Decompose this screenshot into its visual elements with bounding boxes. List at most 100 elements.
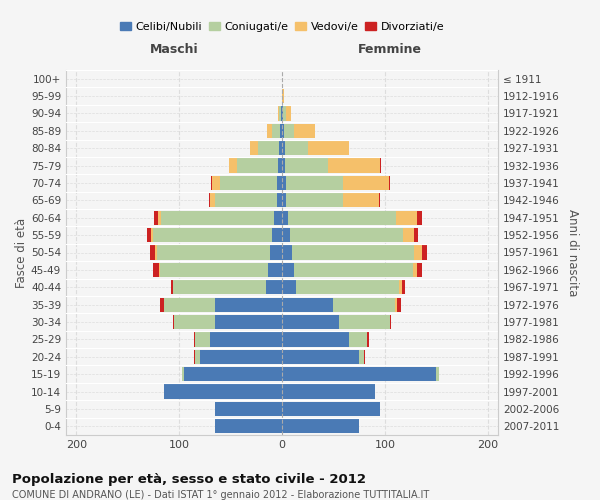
Bar	[250, 141, 259, 156]
Bar	[154, 228, 272, 242]
Bar	[292, 246, 413, 260]
Bar	[282, 246, 292, 260]
Bar	[328, 158, 380, 172]
Bar	[274, 210, 282, 225]
Bar	[286, 176, 343, 190]
Bar	[147, 228, 151, 242]
Bar	[215, 402, 282, 416]
Bar	[286, 193, 343, 208]
Bar	[277, 193, 282, 208]
Bar	[422, 246, 427, 260]
Bar	[417, 210, 422, 225]
Bar	[174, 315, 215, 329]
Bar	[268, 263, 282, 277]
Bar	[154, 263, 158, 277]
Bar	[280, 124, 282, 138]
Bar	[295, 124, 315, 138]
Bar	[282, 280, 296, 294]
Bar	[210, 332, 282, 346]
Bar	[413, 246, 422, 260]
Bar	[266, 280, 282, 294]
Bar	[173, 315, 174, 329]
Bar	[171, 280, 173, 294]
Bar	[215, 315, 282, 329]
Bar	[160, 263, 268, 277]
Bar	[209, 193, 210, 208]
Bar	[397, 298, 401, 312]
Bar	[290, 228, 403, 242]
Bar	[338, 315, 390, 329]
Bar	[160, 298, 164, 312]
Bar	[281, 106, 282, 120]
Bar	[349, 332, 367, 346]
Bar	[157, 246, 269, 260]
Bar	[283, 106, 286, 120]
Bar	[284, 124, 295, 138]
Bar	[215, 419, 282, 434]
Text: Maschi: Maschi	[149, 43, 199, 56]
Bar	[285, 158, 328, 172]
Bar	[212, 176, 220, 190]
Bar	[229, 158, 237, 172]
Y-axis label: Anni di nascita: Anni di nascita	[566, 209, 579, 296]
Bar	[155, 246, 157, 260]
Bar	[417, 263, 422, 277]
Bar	[158, 210, 161, 225]
Bar	[399, 280, 403, 294]
Bar	[277, 176, 282, 190]
Bar	[389, 176, 390, 190]
Bar	[282, 89, 284, 103]
Bar	[282, 332, 349, 346]
Bar	[220, 176, 277, 190]
Legend: Celibi/Nubili, Coniugati/e, Vedovi/e, Divorziati/e: Celibi/Nubili, Coniugati/e, Vedovi/e, Di…	[115, 17, 449, 36]
Bar	[413, 228, 418, 242]
Bar	[282, 124, 284, 138]
Bar	[396, 210, 417, 225]
Bar	[343, 193, 379, 208]
Bar	[282, 402, 380, 416]
Bar	[282, 158, 285, 172]
Text: COMUNE DI ANDRANO (LE) - Dati ISTAT 1° gennaio 2012 - Elaborazione TUTTITALIA.IT: COMUNE DI ANDRANO (LE) - Dati ISTAT 1° g…	[12, 490, 429, 500]
Bar	[182, 367, 184, 382]
Bar	[379, 193, 380, 208]
Bar	[173, 280, 266, 294]
Bar	[343, 176, 389, 190]
Bar	[296, 280, 399, 294]
Bar	[279, 106, 281, 120]
Bar	[364, 350, 365, 364]
Bar	[282, 315, 338, 329]
Bar	[269, 246, 282, 260]
Bar	[285, 141, 308, 156]
Bar	[413, 263, 417, 277]
Bar	[151, 228, 154, 242]
Bar	[215, 298, 282, 312]
Bar	[288, 210, 396, 225]
Bar	[282, 228, 290, 242]
Bar	[151, 246, 155, 260]
Bar	[403, 280, 406, 294]
Bar	[211, 176, 212, 190]
Bar	[282, 384, 374, 398]
Bar	[272, 124, 280, 138]
Bar	[282, 298, 334, 312]
Bar	[282, 106, 283, 120]
Bar	[215, 193, 277, 208]
Bar	[295, 263, 413, 277]
Text: Femmine: Femmine	[358, 43, 422, 56]
Bar	[282, 263, 295, 277]
Text: Popolazione per età, sesso e stato civile - 2012: Popolazione per età, sesso e stato civil…	[12, 472, 366, 486]
Bar	[266, 124, 272, 138]
Bar	[164, 298, 215, 312]
Bar	[334, 298, 395, 312]
Bar	[367, 332, 370, 346]
Bar	[286, 106, 291, 120]
Bar	[278, 158, 282, 172]
Bar	[282, 210, 288, 225]
Bar	[380, 158, 381, 172]
Bar	[436, 367, 439, 382]
Bar	[200, 350, 282, 364]
Bar	[154, 210, 158, 225]
Bar	[403, 228, 413, 242]
Bar	[395, 298, 397, 312]
Bar	[279, 141, 282, 156]
